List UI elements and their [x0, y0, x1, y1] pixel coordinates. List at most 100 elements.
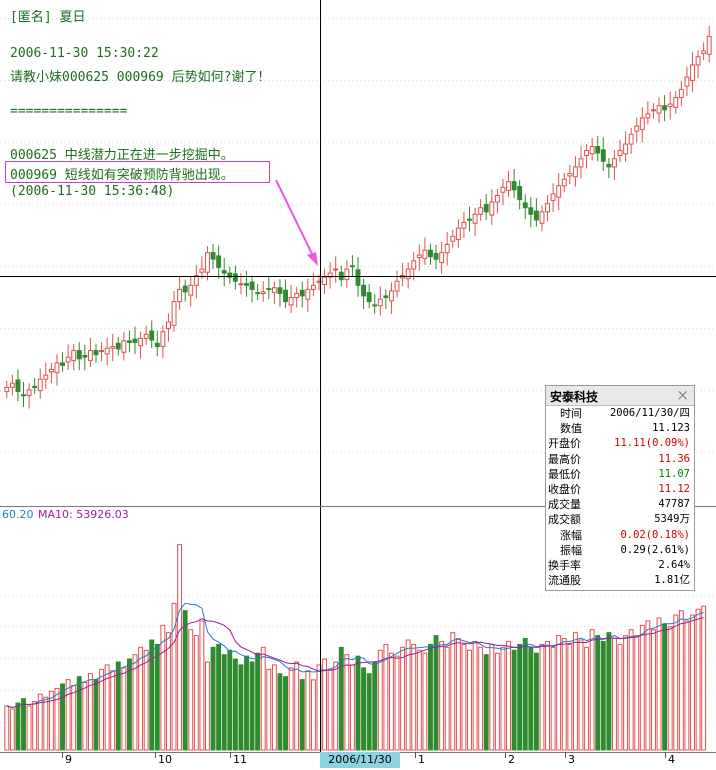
info-key: 成交额 [548, 513, 581, 527]
volume-bar [400, 646, 406, 751]
candle-body [667, 103, 673, 108]
candle-body [695, 56, 701, 66]
candle-body [15, 379, 21, 392]
volume-bar [355, 655, 361, 751]
info-panel-header[interactable]: 安泰科技 × [546, 386, 694, 406]
volume-bar [344, 654, 350, 751]
candle-body [82, 355, 88, 358]
candle-body [48, 368, 54, 373]
volume-bar [283, 676, 288, 751]
info-key: 涨幅 [560, 528, 582, 542]
volume-bar [154, 643, 160, 751]
info-panel[interactable]: 安泰科技 × 时间 2006/11/30/四 数值 11.123 开盘价 11.11(0.… [545, 385, 695, 591]
volume-bar [93, 679, 99, 751]
candle-body [266, 288, 272, 291]
volume-bar [4, 705, 10, 751]
volume-bar [372, 661, 378, 751]
info-row: 成交量 47787 [546, 497, 694, 512]
info-value: 47787 [658, 498, 690, 511]
volume-bar [656, 617, 662, 751]
candle-body [567, 172, 573, 177]
volume-bar [143, 649, 149, 751]
candle-body [199, 268, 205, 273]
info-value: 2.64% [658, 558, 690, 571]
candle-body [472, 213, 478, 224]
candle-body [416, 254, 422, 259]
volume-bar [377, 649, 383, 751]
volume-bar [87, 673, 93, 751]
x-tick-label: 9 [65, 753, 72, 766]
info-row: 换手率 2.64% [546, 558, 694, 573]
candle-body [43, 374, 49, 380]
candle-body [177, 288, 183, 303]
candle-body [556, 185, 562, 198]
close-icon[interactable]: × [676, 386, 689, 404]
candle-body [193, 275, 199, 286]
candle-body [662, 105, 668, 111]
candles [4, 25, 712, 409]
x-tick-label: 4 [668, 753, 675, 766]
volume-bar [578, 639, 584, 751]
volume-bar [444, 646, 450, 751]
candle-body [26, 389, 32, 397]
volume-bar [478, 646, 484, 751]
volume-bar [428, 643, 433, 751]
volume-bar [9, 708, 15, 751]
candle-body [690, 64, 695, 81]
volume-bar [494, 652, 500, 751]
volume-bar [177, 544, 183, 751]
reply-line-2: 000969 短线如有突破预防背驰出现。 [10, 168, 234, 183]
volume-bar [232, 658, 238, 751]
volume-bar [678, 610, 684, 751]
info-key: 开盘价 [548, 437, 581, 451]
candle-body [506, 181, 511, 192]
volume-bar [701, 605, 707, 751]
candle-body [60, 362, 65, 366]
candle-body [455, 227, 461, 241]
candle-body [361, 284, 367, 297]
volume-bar [545, 640, 550, 751]
volume-bar [15, 702, 21, 751]
candle-body [405, 268, 411, 280]
volume-bar [205, 661, 210, 751]
volume-bar [422, 652, 428, 751]
candle-body [244, 283, 249, 286]
candle-body [706, 35, 712, 55]
ma10-label: MA10: 53926.03 [38, 508, 129, 521]
volume-bar [238, 664, 244, 751]
volume-bar [500, 646, 506, 751]
volume-bar [651, 629, 656, 751]
info-panel-title: 安泰科技 [550, 390, 599, 404]
candle-body [388, 290, 394, 302]
info-key: 流通股 [548, 574, 581, 588]
volume-bar [517, 643, 523, 751]
candle-body [589, 146, 595, 155]
info-value: 11.07 [658, 467, 690, 480]
candle-body [104, 347, 110, 355]
chart-grid [0, 18, 716, 723]
volume-bar [589, 629, 595, 751]
ma-short-line [6, 602, 704, 709]
candle-body [216, 255, 222, 268]
candle-body [288, 297, 294, 306]
volume-bars [4, 544, 707, 751]
candle-body [606, 163, 612, 168]
volume-bar [439, 640, 445, 751]
volume-bar [695, 608, 701, 751]
volume-bar [104, 664, 110, 751]
candle-body [450, 235, 456, 242]
volume-bar [528, 646, 534, 751]
candle-body [338, 271, 344, 281]
info-value: 11.12 [658, 482, 690, 495]
volume-bar [561, 638, 567, 751]
x-tick-label: 3 [568, 753, 575, 766]
volume-bar [617, 643, 623, 751]
volume-bar [188, 629, 194, 751]
candle-body [433, 252, 439, 260]
candle-body [205, 252, 210, 273]
candle-body [327, 272, 333, 278]
info-key: 换手率 [548, 558, 581, 572]
candle-body [344, 268, 350, 281]
candle-body [294, 292, 300, 299]
candle-body [623, 143, 629, 155]
